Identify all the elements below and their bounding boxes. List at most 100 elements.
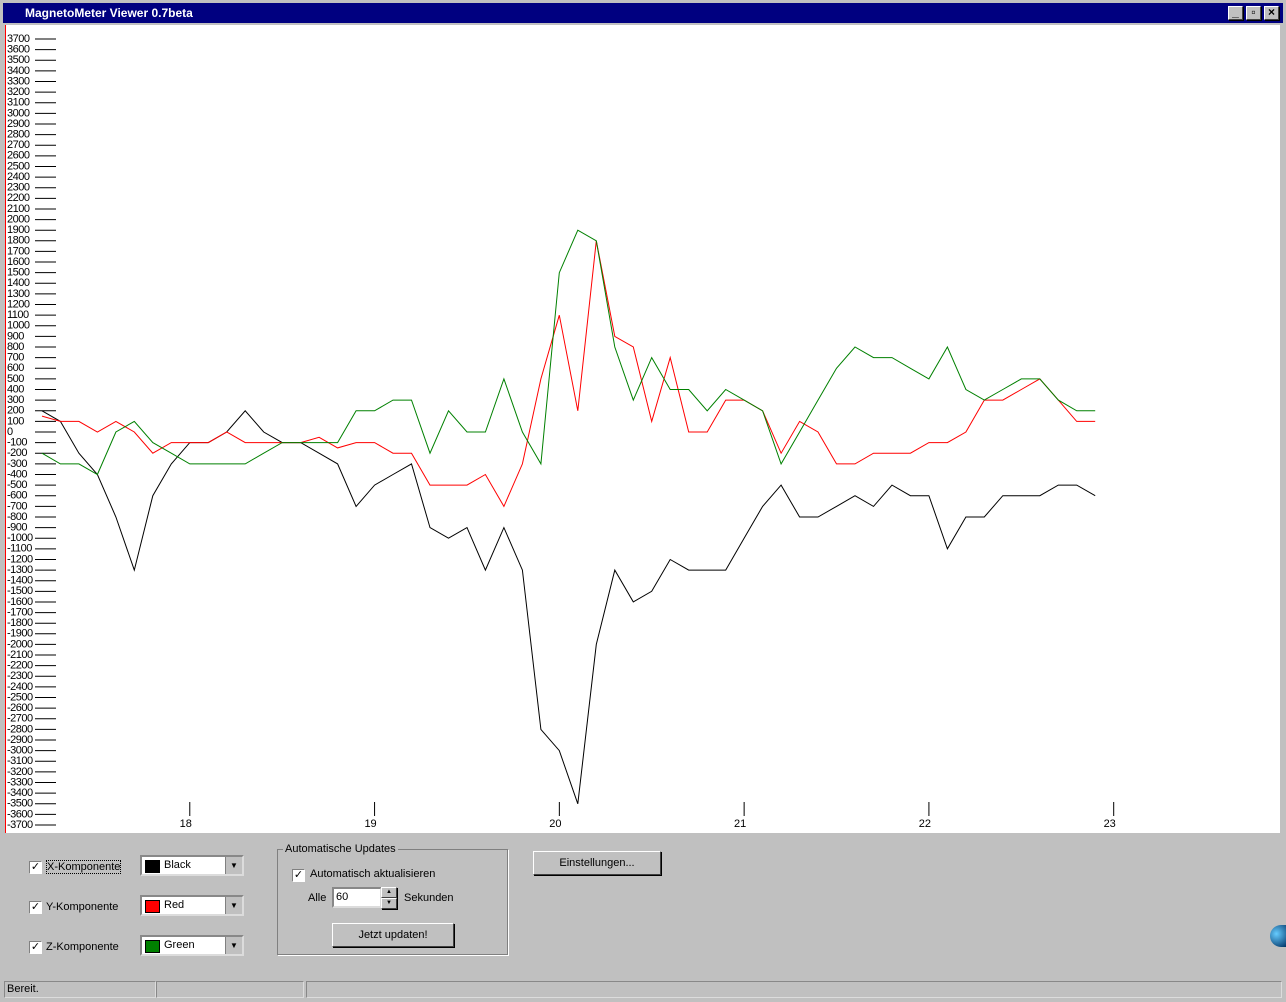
y-tick-label: 800 <box>7 341 24 353</box>
status-pane <box>156 981 304 998</box>
window-title: MagnetoMeter Viewer 0.7beta <box>25 6 193 20</box>
y-tick-label: 900 <box>7 330 24 342</box>
y-color-combo[interactable]: Red ▼ <box>140 895 244 916</box>
status-pane <box>306 981 1282 998</box>
y-tick-label: -300 <box>7 458 27 470</box>
restore-button[interactable]: ▫ <box>1246 6 1261 20</box>
y-tick-label: -3000 <box>7 745 33 757</box>
minimize-button[interactable]: _ <box>1228 6 1243 20</box>
y-tick-label: 1800 <box>7 235 30 247</box>
y-tick-label: -3300 <box>7 776 33 788</box>
y-tick-label: -700 <box>7 500 27 512</box>
y-tick-label: 1600 <box>7 256 30 268</box>
y-label[interactable]: Y-Komponente <box>46 901 119 913</box>
y-tick-label: 2900 <box>7 118 30 130</box>
y-tick-label: 2100 <box>7 203 30 215</box>
y-tick-label: -2700 <box>7 713 33 725</box>
color-swatch <box>145 860 160 873</box>
y-tick-label: 700 <box>7 352 24 364</box>
y-tick-label: 3100 <box>7 97 30 109</box>
x-tick-label: 21 <box>734 818 746 830</box>
y-tick-label: 600 <box>7 362 24 374</box>
spin-down[interactable]: ▼ <box>381 898 397 909</box>
seconds-label: Sekunden <box>404 892 454 904</box>
combo-text: Black <box>164 859 191 871</box>
y-tick-label: 200 <box>7 405 24 417</box>
settings-button[interactable]: Einstellungen... <box>533 851 661 875</box>
y-tick-label: -2500 <box>7 691 33 703</box>
x-tick-label: 20 <box>549 818 561 830</box>
spin-up[interactable]: ▲ <box>381 887 397 898</box>
combo-text: Green <box>164 939 195 951</box>
y-tick-label: 3600 <box>7 44 30 56</box>
y-tick-label: 1300 <box>7 288 30 300</box>
x-checkbox[interactable]: ✓ <box>29 861 42 874</box>
x-color-combo[interactable]: Black ▼ <box>140 855 244 876</box>
dropdown-arrow[interactable]: ▼ <box>225 897 242 914</box>
y-tick-label: 400 <box>7 383 24 395</box>
y-tick-label: 1700 <box>7 245 30 257</box>
x-tick-label: 22 <box>919 818 931 830</box>
z-label[interactable]: Z-Komponente <box>46 941 119 953</box>
y-tick-label: 0 <box>7 426 13 438</box>
y-tick-label: -3700 <box>7 819 33 831</box>
auto-label[interactable]: Automatisch aktualisieren <box>310 868 436 880</box>
plot-background <box>5 25 1280 833</box>
y-tick-label: -1100 <box>7 543 32 555</box>
auto-checkbox[interactable]: ✓ <box>292 869 305 882</box>
y-tick-label: 2000 <box>7 213 30 225</box>
y-tick-label: 1900 <box>7 224 30 236</box>
y-tick-label: -3600 <box>7 808 33 820</box>
color-swatch <box>145 900 160 913</box>
y-tick-label: 2700 <box>7 139 30 151</box>
color-swatch <box>145 940 160 953</box>
y-tick-label: -500 <box>7 479 27 491</box>
y-tick-label: -2400 <box>7 681 33 693</box>
y-checkbox[interactable]: ✓ <box>29 901 42 914</box>
update-now-button[interactable]: Jetzt updaten! <box>332 923 454 947</box>
y-tick-label: 1500 <box>7 267 30 279</box>
y-tick-label: -900 <box>7 522 27 534</box>
title-bar: MagnetoMeter Viewer 0.7beta _ ▫ × <box>3 3 1283 23</box>
y-tick-label: -2600 <box>7 702 33 714</box>
z-checkbox[interactable]: ✓ <box>29 941 42 954</box>
y-tick-label: -1200 <box>7 553 33 565</box>
status-text: Bereit. <box>4 981 156 998</box>
y-tick-label: 3000 <box>7 107 30 119</box>
x-tick-label: 19 <box>364 818 376 830</box>
y-tick-label: 1400 <box>7 277 30 289</box>
y-tick-label: 1000 <box>7 320 30 332</box>
every-label: Alle <box>308 892 327 904</box>
y-tick-label: 2800 <box>7 129 30 141</box>
y-tick-label: 3700 <box>7 33 30 45</box>
y-tick-label: -1900 <box>7 628 33 640</box>
interval-input[interactable]: 60 <box>332 887 382 908</box>
y-tick-label: -2200 <box>7 660 33 672</box>
y-tick-label: -1700 <box>7 606 33 618</box>
y-tick-label: 2300 <box>7 182 30 194</box>
y-tick-label: 2500 <box>7 160 30 172</box>
dropdown-arrow[interactable]: ▼ <box>225 937 242 954</box>
y-tick-label: -1300 <box>7 564 33 576</box>
y-tick-label: -600 <box>7 490 27 502</box>
y-tick-label: -200 <box>7 447 27 459</box>
y-tick-label: -2800 <box>7 723 33 735</box>
x-label[interactable]: X-Komponente <box>46 860 122 874</box>
y-tick-label: -2300 <box>7 670 33 682</box>
y-tick-label: 2600 <box>7 150 30 162</box>
x-tick-label: 18 <box>180 818 192 830</box>
dropdown-arrow[interactable]: ▼ <box>225 857 242 874</box>
y-tick-label: 100 <box>7 415 24 427</box>
y-tick-label: 3200 <box>7 86 30 98</box>
group-title: Automatische Updates <box>283 843 398 855</box>
series-line <box>41 240 1096 508</box>
y-tick-label: -2100 <box>7 649 33 661</box>
y-tick-label: 3400 <box>7 65 30 77</box>
y-tick-label: -3100 <box>7 755 33 767</box>
plot: 3700360035003400330032003100300029002800… <box>5 25 1280 833</box>
combo-text: Red <box>164 899 185 911</box>
close-button[interactable]: × <box>1264 6 1279 20</box>
y-tick-label: -3200 <box>7 766 33 778</box>
z-color-combo[interactable]: Green ▼ <box>140 935 244 956</box>
